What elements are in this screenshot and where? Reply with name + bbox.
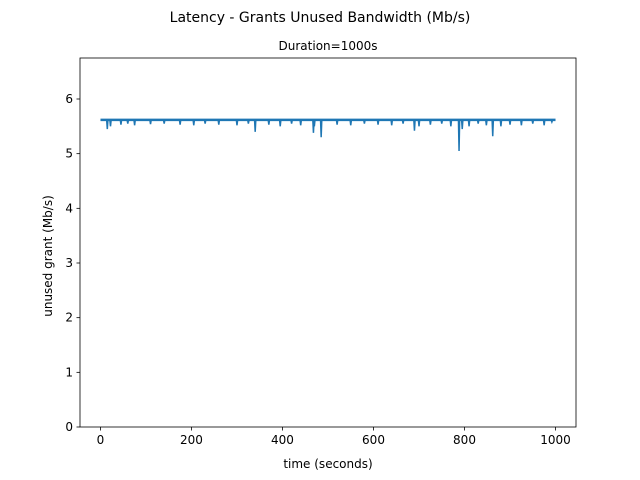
x-tick-label: 400 <box>271 433 294 447</box>
y-axis-label: unused grant (Mb/s) <box>41 195 55 317</box>
chart-title: Duration=1000s <box>279 39 378 53</box>
x-axis-label: time (seconds) <box>283 457 372 471</box>
axes-frame <box>79 57 577 428</box>
y-tick-label: 2 <box>65 311 73 325</box>
y-tick-label: 5 <box>65 147 73 161</box>
y-tick-label: 0 <box>65 420 73 434</box>
x-tick-label: 200 <box>180 433 203 447</box>
x-tick-label: 1000 <box>540 433 571 447</box>
y-tick-label: 6 <box>65 92 73 106</box>
y-tick-label: 3 <box>65 256 73 270</box>
x-tick-label: 0 <box>97 433 105 447</box>
x-tick-label: 800 <box>453 433 476 447</box>
y-tick-label: 4 <box>65 201 73 215</box>
x-tick-label: 600 <box>362 433 385 447</box>
chart-suptitle: Latency - Grants Unused Bandwidth (Mb/s) <box>170 10 471 26</box>
plot-area: 0 200 400 600 800 1000 0 1 2 3 4 5 6 <box>65 57 577 447</box>
y-tick-label: 1 <box>65 365 73 379</box>
series-line <box>100 119 556 151</box>
